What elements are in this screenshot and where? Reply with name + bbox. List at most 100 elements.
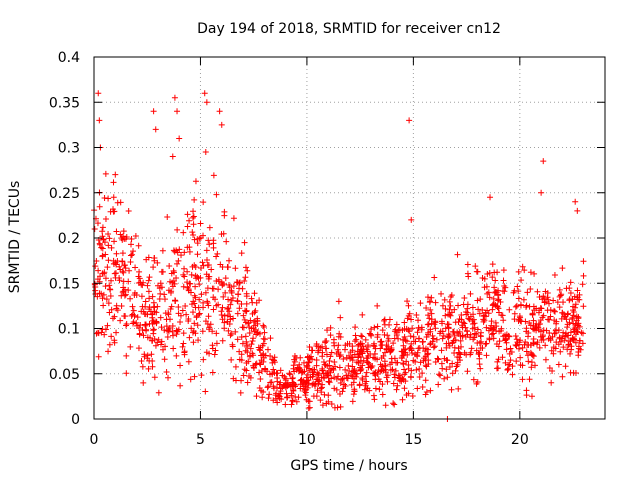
data-point	[361, 386, 368, 393]
data-point	[403, 358, 410, 365]
data-point	[290, 365, 297, 372]
data-point	[335, 298, 342, 305]
y-tick-label: 0.1	[58, 322, 80, 338]
data-point	[260, 358, 267, 365]
data-point	[180, 283, 187, 290]
data-point	[321, 391, 328, 398]
data-point	[297, 385, 304, 392]
data-point	[476, 340, 483, 347]
data-point	[107, 208, 114, 215]
data-point	[257, 375, 264, 382]
data-point	[492, 302, 499, 309]
data-point	[264, 346, 271, 353]
data-point	[448, 386, 455, 393]
data-point	[496, 309, 503, 316]
data-point	[490, 335, 497, 342]
data-point	[105, 348, 112, 355]
data-point	[225, 296, 232, 303]
data-point	[385, 338, 392, 345]
data-point	[464, 368, 471, 375]
data-point	[136, 331, 143, 338]
data-point	[155, 389, 162, 396]
data-point	[210, 240, 217, 247]
data-point	[180, 229, 187, 236]
data-point	[549, 333, 556, 340]
data-point	[158, 284, 165, 291]
data-point	[497, 299, 504, 306]
data-point	[271, 354, 278, 361]
data-point	[407, 333, 414, 340]
data-point	[567, 338, 574, 345]
data-point	[202, 388, 209, 395]
data-point	[234, 310, 241, 317]
data-point	[555, 361, 562, 368]
data-point	[241, 239, 248, 246]
data-point	[570, 312, 577, 319]
data-point	[363, 369, 370, 376]
data-point	[150, 327, 157, 334]
data-point	[366, 330, 373, 337]
data-point	[464, 270, 471, 277]
data-point	[428, 294, 435, 301]
data-point	[210, 306, 217, 313]
data-point	[530, 317, 537, 324]
data-point	[580, 303, 587, 310]
data-point	[121, 312, 128, 319]
data-point	[193, 314, 200, 321]
data-point	[127, 295, 134, 302]
data-point	[191, 320, 198, 327]
data-point	[168, 270, 175, 277]
data-point	[251, 290, 258, 297]
data-point	[533, 324, 540, 331]
data-point	[149, 317, 156, 324]
data-point	[416, 373, 423, 380]
data-point	[227, 332, 234, 339]
data-point	[252, 307, 259, 314]
data-point	[547, 313, 554, 320]
data-point	[434, 355, 441, 362]
data-point	[533, 341, 540, 348]
data-point	[240, 372, 247, 379]
data-point	[427, 298, 434, 305]
x-tick-labels: 0 5 10 15 20	[90, 432, 529, 448]
data-point	[191, 300, 198, 307]
data-point	[424, 294, 431, 301]
data-point	[446, 363, 453, 370]
data-point	[519, 362, 526, 369]
data-point	[374, 302, 381, 309]
data-point	[536, 307, 543, 314]
data-point	[339, 375, 346, 382]
data-point	[169, 283, 176, 290]
data-point	[149, 314, 156, 321]
data-point	[337, 314, 344, 321]
data-point	[154, 339, 161, 346]
data-point	[428, 310, 435, 317]
y-tick-labels: 0 0.05 0.1 0.15 0.2 0.25 0.3 0.35 0.4	[49, 50, 80, 428]
data-point	[225, 305, 232, 312]
data-point	[230, 315, 237, 322]
data-point	[184, 223, 191, 230]
data-point	[381, 316, 388, 323]
data-point	[423, 304, 430, 311]
data-point	[186, 217, 193, 224]
data-point	[436, 330, 443, 337]
data-point	[195, 337, 202, 344]
data-point	[197, 220, 204, 227]
data-point	[176, 246, 183, 253]
data-point	[359, 375, 366, 382]
data-point	[230, 375, 237, 382]
data-point	[302, 389, 309, 396]
data-point	[575, 345, 582, 352]
data-point	[105, 242, 112, 249]
data-point	[230, 283, 237, 290]
data-point	[572, 198, 579, 205]
data-point	[542, 356, 549, 363]
data-point	[448, 292, 455, 299]
data-point	[340, 385, 347, 392]
data-point	[372, 385, 379, 392]
grid-lines	[94, 57, 605, 419]
data-point	[512, 332, 519, 339]
data-point	[400, 352, 407, 359]
data-point	[539, 296, 546, 303]
data-point	[289, 374, 296, 381]
